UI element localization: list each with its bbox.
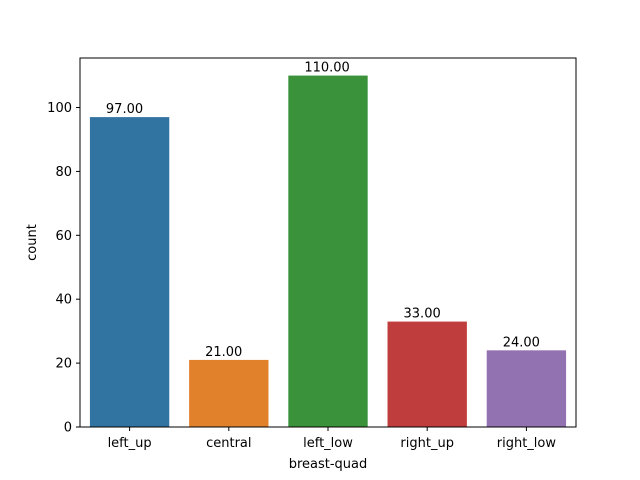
y-tick-label: 0 xyxy=(64,421,72,436)
x-tick-label: left_low xyxy=(303,436,353,451)
x-axis-label: breast-quad xyxy=(289,457,368,472)
x-axis-ticks: left_up central left_low right_up right_low xyxy=(108,427,557,451)
bar-central xyxy=(189,359,269,427)
x-tick-label: right_low xyxy=(497,436,557,451)
y-tick-label: 60 xyxy=(55,229,72,244)
y-tick-label: 100 xyxy=(47,101,72,116)
bar-right_up xyxy=(387,321,467,427)
data-labels: 97.00 21.00 110.00 33.00 24.00 xyxy=(106,61,540,360)
y-tick-label: 20 xyxy=(55,357,72,372)
data-label: 21.00 xyxy=(205,345,242,360)
data-label: 24.00 xyxy=(503,335,540,350)
bar-left_up xyxy=(89,117,170,428)
bar-left_low xyxy=(288,75,368,428)
x-tick-label: central xyxy=(206,436,251,451)
data-label: 110.00 xyxy=(304,61,350,76)
data-label: 33.00 xyxy=(404,307,441,322)
y-tick-label: 80 xyxy=(55,165,72,180)
x-tick-label: left_up xyxy=(108,436,152,451)
y-tick-label: 40 xyxy=(55,293,72,308)
y-axis-ticks: 0 20 40 60 80 100 xyxy=(47,101,80,436)
bars-group xyxy=(89,75,567,428)
y-axis-label: count xyxy=(25,224,40,261)
x-tick-label: right_up xyxy=(400,436,454,451)
bar-right_low xyxy=(486,350,567,427)
data-label: 97.00 xyxy=(106,102,143,117)
plot-frame xyxy=(79,57,577,428)
